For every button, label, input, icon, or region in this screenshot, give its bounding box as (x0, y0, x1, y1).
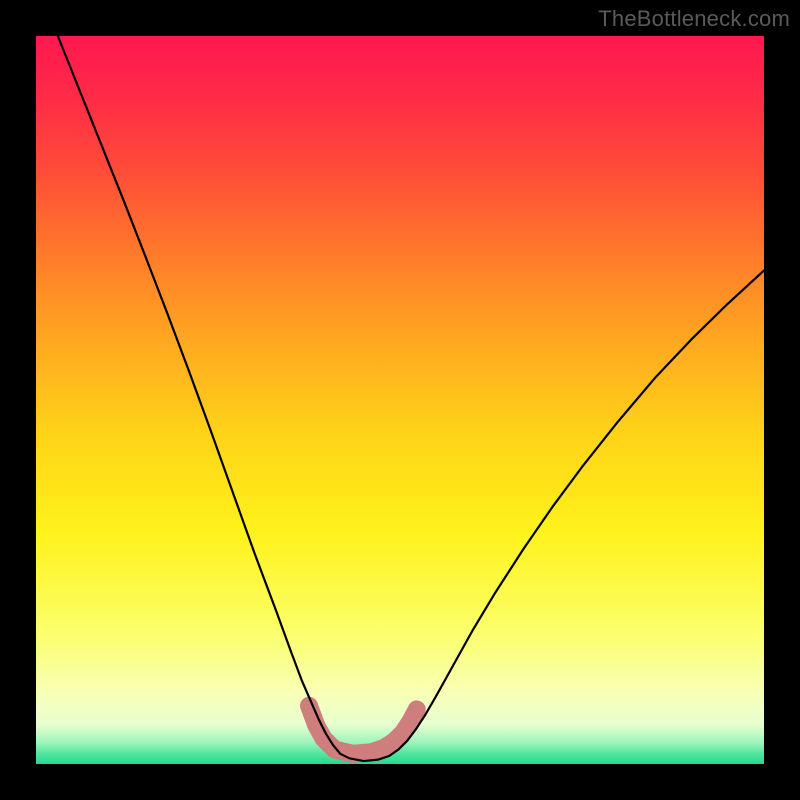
outer-frame: TheBottleneck.com (0, 0, 800, 800)
chart-svg (36, 36, 764, 764)
gradient-background (36, 36, 764, 764)
plot-area (36, 36, 764, 764)
watermark-label: TheBottleneck.com (598, 6, 790, 32)
